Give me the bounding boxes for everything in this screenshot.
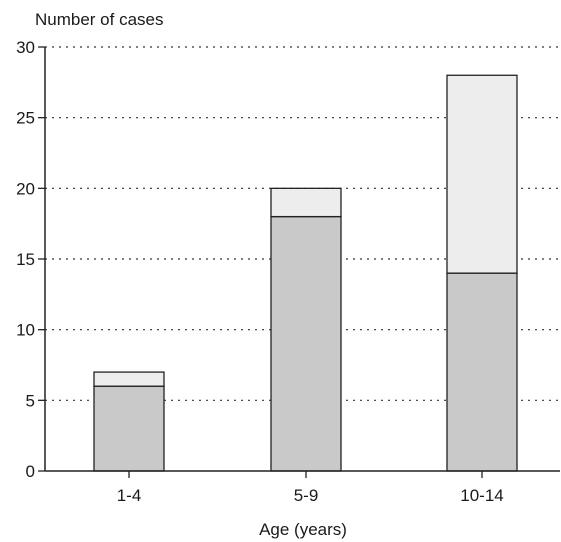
y-tick-label-15: 15 <box>16 250 35 269</box>
bar-1-4-segment-2 <box>93 371 165 387</box>
y-tick-label-10: 10 <box>16 321 35 340</box>
y-tick-label-25: 25 <box>16 109 35 128</box>
y-tick-label-20: 20 <box>16 179 35 198</box>
x-ticks: 1-4 5-9 10-14 <box>117 471 504 505</box>
y-axis-title: Number of cases <box>35 10 164 29</box>
bar-1-4-segment-1 <box>93 385 165 472</box>
x-axis-title: Age (years) <box>259 520 347 539</box>
bars <box>93 74 518 472</box>
x-tick-label-10-14: 10-14 <box>460 486 503 505</box>
y-tick-label-30: 30 <box>16 38 35 57</box>
x-tick-label-1-4: 1-4 <box>117 486 142 505</box>
bar-10-14-segment-2 <box>446 74 518 274</box>
y-tick-label-5: 5 <box>26 391 35 410</box>
y-ticks: 0 5 10 15 20 25 30 <box>16 38 45 481</box>
bar-5-9-segment-2 <box>270 187 342 218</box>
y-tick-label-0: 0 <box>26 462 35 481</box>
bar-5-9-segment-1 <box>270 215 342 472</box>
bar-10-14-segment-1 <box>446 272 518 472</box>
x-tick-label-5-9: 5-9 <box>294 486 319 505</box>
